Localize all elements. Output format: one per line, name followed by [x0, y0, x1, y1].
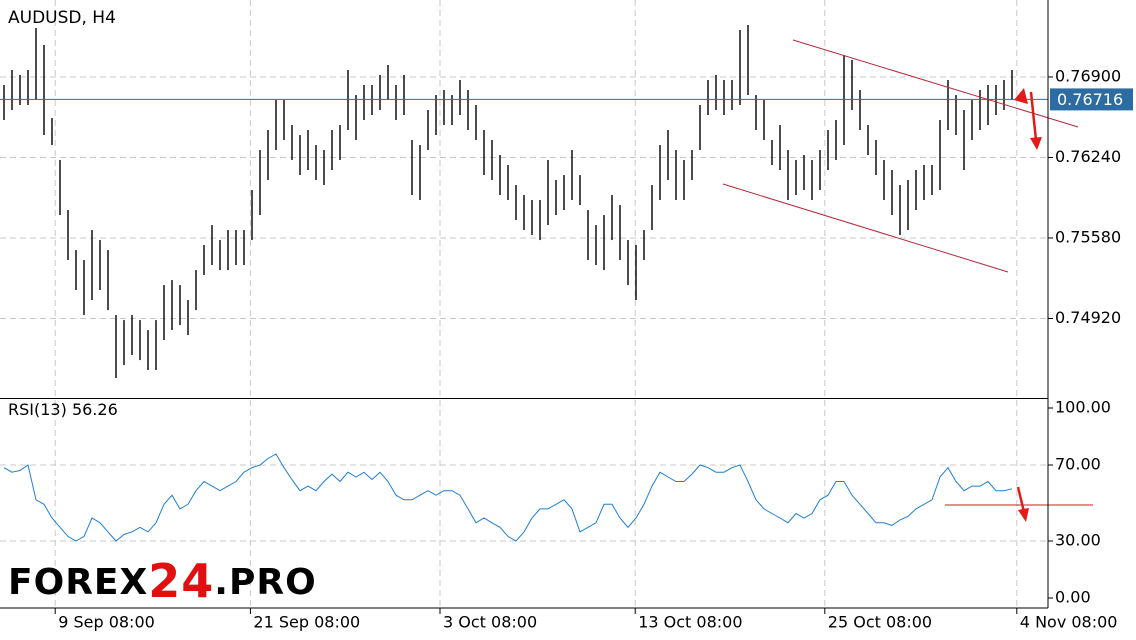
x-tick-label: 21 Sep 08:00	[253, 613, 360, 632]
x-tick-label: 3 Oct 08:00	[443, 613, 537, 632]
y-tick-label: 0.76240	[1055, 147, 1121, 166]
grid-layer	[0, 0, 1048, 608]
watermark-part: .PRO	[214, 562, 316, 603]
y-tick-label: 0.75580	[1055, 227, 1121, 246]
rsi-title: RSI(13) 56.26	[8, 400, 118, 419]
arrow	[1029, 91, 1038, 141]
trend-line	[722, 183, 1009, 273]
y-tick-label: 0.76900	[1055, 66, 1121, 85]
arrow-head	[1014, 88, 1028, 104]
last-price-box	[1050, 88, 1133, 111]
watermark-part: FOREX	[8, 562, 148, 603]
x-tick-label: 25 Oct 08:00	[828, 613, 932, 632]
y-tick-label: 100.00	[1055, 397, 1111, 416]
y-tick-label: 0.00	[1055, 588, 1091, 607]
y-tick-label: 0.74920	[1055, 308, 1121, 327]
y-tick-label: 30.00	[1055, 531, 1101, 550]
rsi-name: RSI(13)	[8, 400, 67, 419]
arrow-head	[1018, 508, 1029, 522]
x-tick-label: 9 Sep 08:00	[58, 613, 155, 632]
arrow-head	[1030, 137, 1042, 150]
x-tick-label: 4 Nov 08:00	[1020, 613, 1118, 632]
rsi-line	[3, 453, 1013, 542]
watermark-part: 24	[148, 554, 214, 608]
x-tick-label: 13 Oct 08:00	[638, 613, 742, 632]
y-tick-label: 70.00	[1055, 455, 1101, 474]
watermark: FOREX24.PRO	[8, 554, 317, 608]
mark-layer	[0, 25, 1048, 542]
rsi-value: 56.26	[72, 400, 118, 419]
last-price-label: 0.76716	[1057, 90, 1123, 109]
arrow	[1016, 486, 1026, 513]
chart-title: AUDUSD, H4	[8, 8, 116, 28]
trend-line	[792, 39, 1079, 128]
